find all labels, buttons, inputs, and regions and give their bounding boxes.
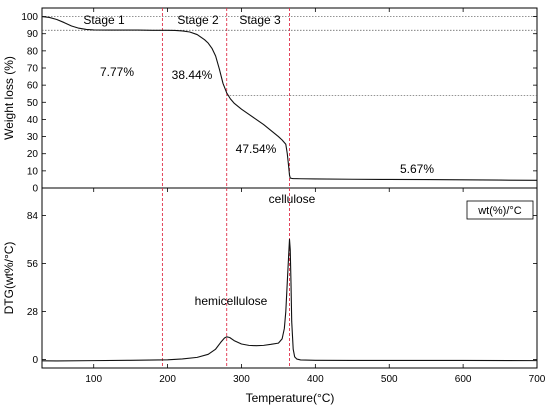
top-y-tick-label-90: 90: [27, 29, 39, 40]
top-y-tick-label-20: 20: [27, 149, 39, 160]
top-y-tick-label-70: 70: [27, 64, 39, 75]
x-tick-label-200: 200: [159, 374, 176, 385]
bottom-y-tick-label-84: 84: [27, 211, 39, 222]
stage-1-percent: 7.77%: [100, 65, 134, 79]
stage-2-percent: 38.44%: [172, 68, 213, 82]
stage-boundary-lines: [161, 8, 290, 368]
top-y-axis-title: Weight loss (%): [2, 56, 16, 140]
legend-box: [466, 200, 534, 220]
bottom-y-tick-label-56: 56: [27, 259, 39, 270]
top-y-tick-label-50: 50: [27, 98, 39, 109]
top-y-tick-label-30: 30: [27, 132, 39, 143]
cellulose-label: cellulose: [269, 192, 316, 206]
stage-1-label: Stage 1: [83, 13, 125, 27]
residue-percent: 5.67%: [400, 162, 434, 176]
bottom-y-axis: 0 28 56 84: [27, 211, 537, 366]
top-y-tick-label-60: 60: [27, 81, 39, 92]
x-tick-label-600: 600: [455, 374, 472, 385]
x-axis-title: Temperature(°C): [246, 391, 335, 405]
x-axis: 100 200 300 400 500 600 700: [85, 8, 546, 385]
top-y-axis: 0 10 20 30 40 50 60 70 80 90 100: [21, 12, 537, 195]
stage-3-label: Stage 3: [239, 13, 281, 27]
x-tick-label-700: 700: [529, 374, 546, 385]
top-y-tick-label-80: 80: [27, 46, 39, 57]
x-tick-label-300: 300: [233, 374, 250, 385]
stage-2-label: Stage 2: [177, 13, 219, 27]
bottom-y-axis-title: DTG(wt%/°C): [2, 242, 16, 315]
tg-weight-loss-curve: [41, 16, 538, 181]
top-y-tick-label-0: 0: [32, 184, 38, 195]
hemicellulose-label: hemicellulose: [195, 294, 268, 308]
top-y-tick-label-100: 100: [21, 12, 38, 23]
dtg-curve: [41, 238, 538, 362]
bottom-y-tick-label-28: 28: [27, 307, 39, 318]
x-tick-label-500: 500: [381, 374, 398, 385]
top-y-tick-label-40: 40: [27, 115, 39, 126]
bottom-y-tick-label-0: 0: [32, 355, 38, 366]
x-tick-label-400: 400: [307, 374, 324, 385]
stage-3-percent: 47.54%: [236, 142, 277, 156]
top-y-tick-label-10: 10: [27, 166, 39, 177]
legend-label: wt(%)/°C: [477, 205, 522, 217]
x-tick-label-100: 100: [85, 374, 102, 385]
curves: [41, 16, 538, 362]
